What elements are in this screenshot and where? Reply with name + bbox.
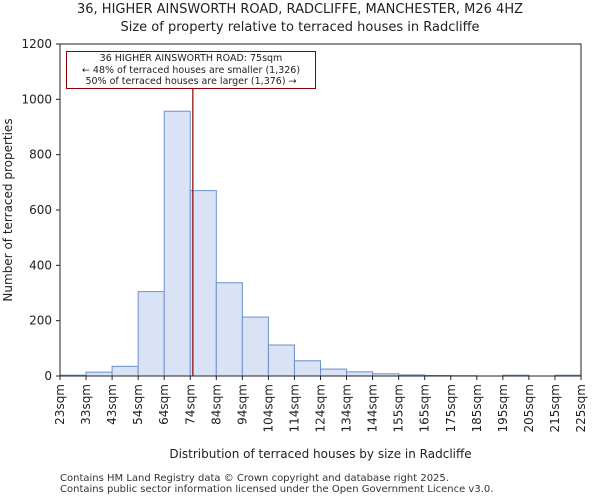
x-tick-label: 165sqm — [418, 384, 432, 432]
x-tick-label: 225sqm — [574, 384, 588, 432]
chart-subtitle: Size of property relative to terraced ho… — [120, 20, 480, 35]
x-tick-label: 74sqm — [183, 384, 197, 425]
x-tick-label: 114sqm — [287, 384, 301, 432]
x-tick-label: 104sqm — [261, 384, 275, 432]
y-tick-label: 600 — [29, 203, 52, 217]
x-tick-label: 215sqm — [548, 384, 562, 432]
x-tick-label: 185sqm — [470, 384, 484, 432]
x-tick-label: 195sqm — [496, 384, 510, 432]
bar-94sqm — [241, 316, 269, 377]
y-tick-label: 0 — [44, 369, 52, 383]
y-tick-label: 200 — [29, 314, 52, 328]
footer-line-2: Contains public sector information licen… — [60, 484, 494, 495]
x-tick-label: 175sqm — [444, 384, 458, 432]
x-tick-label: 54sqm — [131, 384, 145, 425]
bar-114sqm — [293, 360, 322, 377]
x-tick-label: 144sqm — [366, 384, 380, 432]
bar-124sqm — [320, 368, 348, 377]
x-tick-label: 43sqm — [105, 384, 119, 425]
annotation-line-1: 36 HIGHER AINSWORTH ROAD: 75sqm — [99, 53, 283, 64]
x-tick-label: 64sqm — [157, 384, 171, 425]
footer-line-1: Contains HM Land Registry data © Crown c… — [60, 473, 449, 484]
x-tick-label: 155sqm — [392, 384, 406, 432]
x-tick-label: 94sqm — [235, 384, 249, 425]
bar-64sqm — [163, 110, 191, 377]
y-tick-label: 400 — [29, 258, 52, 272]
x-tick-label: 84sqm — [209, 384, 223, 425]
bar-134sqm — [346, 371, 374, 377]
y-tick-label: 1200 — [21, 37, 52, 51]
bar-54sqm — [137, 291, 165, 377]
annotation-box: 36 HIGHER AINSWORTH ROAD: 75sqm ← 48% of… — [66, 51, 316, 89]
x-tick-label: 23sqm — [53, 384, 67, 425]
bar-84sqm — [215, 282, 243, 377]
bar-33sqm — [85, 371, 113, 377]
x-tick-label: 205sqm — [522, 384, 536, 432]
annotation-line-3: 50% of terraced houses are larger (1,376… — [85, 76, 297, 87]
chart-title: 36, HIGHER AINSWORTH ROAD, RADCLIFFE, MA… — [76, 2, 524, 17]
bar-104sqm — [267, 344, 295, 377]
x-tick-label: 134sqm — [340, 384, 354, 432]
y-axis-label: Number of terraced properties — [1, 118, 15, 301]
annotation-line-2: ← 48% of terraced houses are smaller (1,… — [81, 64, 301, 76]
bar-74sqm — [189, 190, 217, 377]
y-tick-label: 1000 — [21, 92, 52, 106]
x-axis-label: Distribution of terraced houses by size … — [169, 447, 471, 461]
y-tick-label: 800 — [29, 148, 52, 162]
x-tick-label: 33sqm — [79, 384, 93, 425]
bar-43sqm — [111, 365, 139, 377]
x-tick-label: 124sqm — [314, 384, 328, 432]
plot-frame — [59, 43, 582, 377]
